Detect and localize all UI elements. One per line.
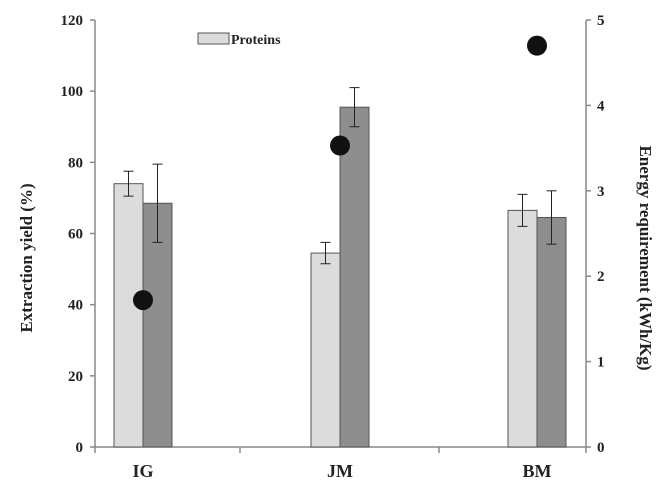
bar xyxy=(142,202,173,448)
y-tick-label: 40 xyxy=(68,298,83,314)
y-tick-label: 100 xyxy=(61,84,84,100)
bar xyxy=(339,106,370,448)
y-tick-label: 20 xyxy=(68,369,83,385)
y2-tick-label: 3 xyxy=(597,184,605,200)
bars xyxy=(113,106,567,448)
y-tick-label: 60 xyxy=(68,227,83,243)
y-tick-label: 80 xyxy=(68,155,83,171)
energy-point xyxy=(527,35,547,56)
energy-points xyxy=(133,35,547,311)
y2-tick-label: 2 xyxy=(597,269,605,285)
error-bars xyxy=(123,87,557,265)
y-tick-label: 0 xyxy=(76,440,84,456)
energy-point xyxy=(133,290,153,311)
x-category-label: BM xyxy=(523,461,552,481)
bar xyxy=(113,183,144,448)
y2-tick-label: 1 xyxy=(597,355,605,371)
bar xyxy=(310,252,341,448)
x-category-label: IG xyxy=(132,461,153,481)
y2-axis-title: Energy requirement (kWh/Kg) xyxy=(636,145,655,370)
energy-point xyxy=(330,135,350,156)
legend-label: Proteins xyxy=(231,33,281,48)
y-axis-title: Extraction yield (%) xyxy=(17,183,36,332)
legend: Proteins xyxy=(197,32,281,48)
bar xyxy=(536,216,567,448)
y2-tick-label: 5 xyxy=(597,13,605,29)
y2-tick-label: 4 xyxy=(597,98,605,114)
tick-labels: 0 20 40 60 80 100 120 0 1 2 3 4 5 IG JM BM xyxy=(61,13,606,481)
x-category-label: JM xyxy=(327,461,353,481)
bar xyxy=(507,209,538,448)
y-tick-label: 120 xyxy=(61,13,84,29)
y2-tick-label: 0 xyxy=(597,440,605,456)
legend-swatch xyxy=(197,32,230,45)
